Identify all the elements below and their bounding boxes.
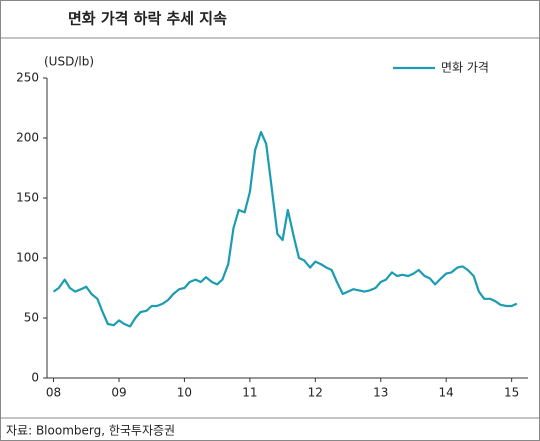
x-tick-label: 12 — [308, 386, 323, 400]
y-tick-label: 100 — [16, 251, 39, 265]
x-tick-label: 08 — [46, 386, 61, 400]
y-tick-label: 150 — [16, 191, 39, 205]
chart-title: 면화 가격 하락 추세 지속 — [68, 10, 227, 28]
y-tick-label: 250 — [16, 71, 39, 85]
x-tick-label: 09 — [111, 386, 126, 400]
y-tick-label: 200 — [16, 131, 39, 145]
x-tick-label: 14 — [439, 386, 454, 400]
x-tick-label: 11 — [242, 386, 257, 400]
x-tick-label: 10 — [177, 386, 192, 400]
y-axis-label: (USD/lb) — [44, 55, 94, 69]
x-tick-label: 15 — [504, 386, 519, 400]
x-tick-label: 13 — [373, 386, 388, 400]
source: 자료: Bloomberg, 한국투자증권 — [6, 424, 175, 438]
y-tick-label: 0 — [31, 371, 39, 385]
legend-label: 면화 가격 — [441, 61, 489, 75]
y-tick-label: 50 — [24, 311, 39, 325]
data-line — [52, 130, 518, 328]
